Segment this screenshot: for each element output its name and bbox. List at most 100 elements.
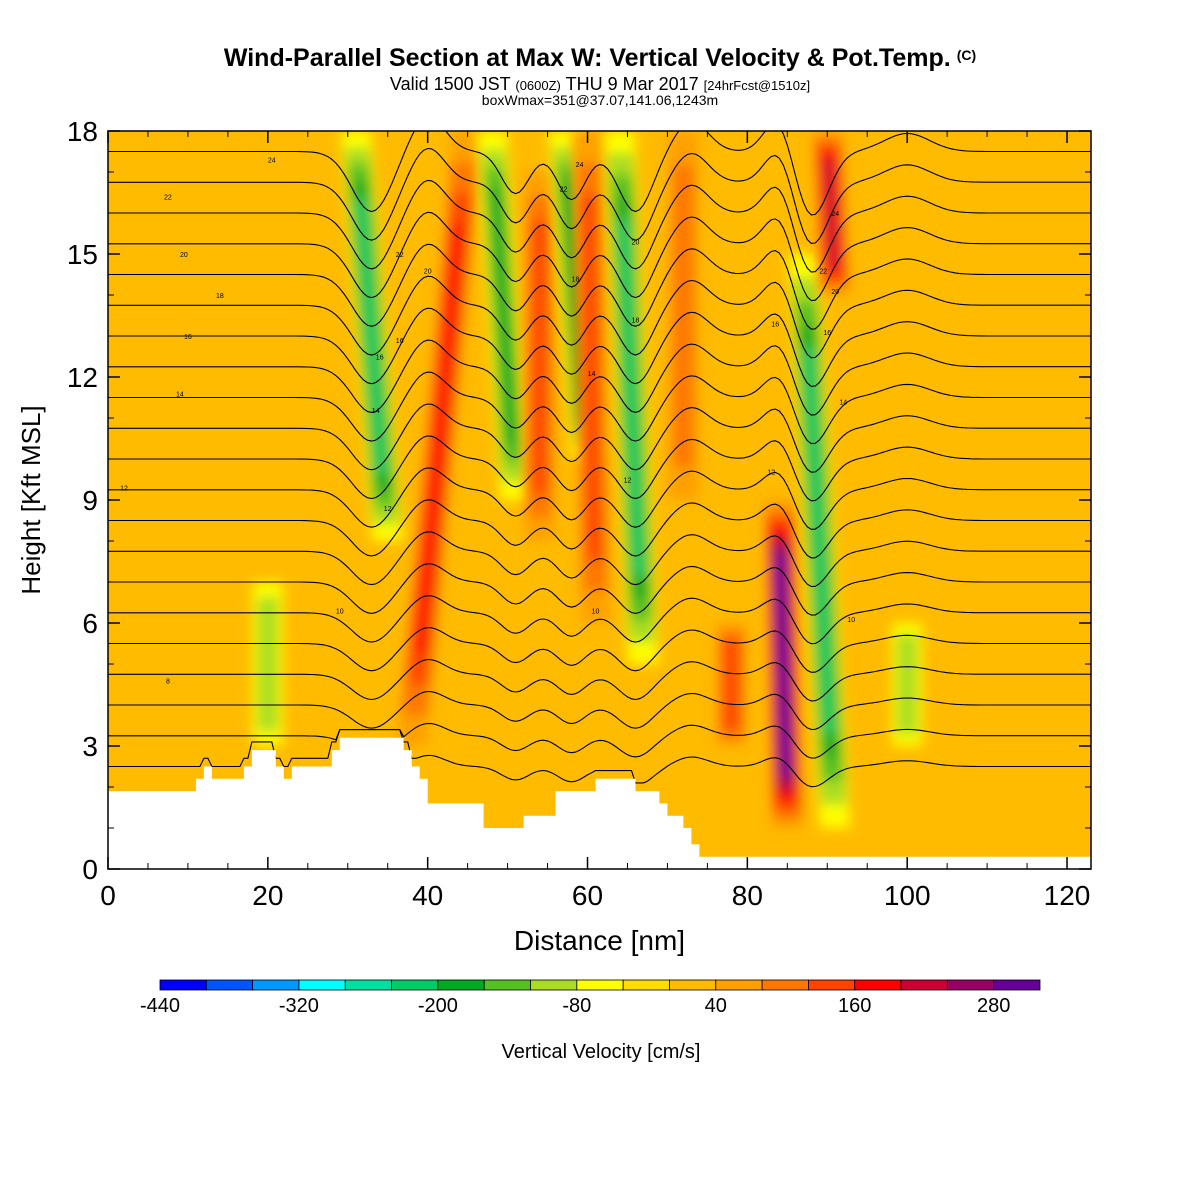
theta-contour-line [108, 435, 1091, 502]
velocity-field [108, 131, 1091, 869]
colorbar-swatch [808, 979, 856, 991]
utc-time: (0600Z) [515, 78, 561, 93]
contour-label: 14 [839, 400, 847, 407]
colorbar-swatch [483, 979, 531, 991]
terrain-fill [108, 737, 1091, 869]
colorbar-tick-label: -320 [279, 995, 319, 1017]
theta-contour-line [108, 658, 1091, 702]
x-tick-label: 100 [884, 880, 931, 911]
y-tick-label: 15 [67, 239, 98, 270]
contour-label: 16 [184, 334, 192, 341]
chart-title-text: Wind-Parallel Section at Max W: Vertical… [223, 44, 951, 72]
theta-contour-line [108, 211, 1091, 302]
contour-label: 20 [632, 240, 640, 247]
velocity-band [802, 347, 836, 735]
theta-contour-line [108, 499, 1091, 559]
feature-downdraft-13 [252, 582, 283, 746]
velocity-band [413, 223, 466, 654]
colorbar-swatch [205, 979, 254, 991]
chart-subtitle-2: boxWmax=351@37.07,141.06,1243m [481, 92, 719, 108]
contour-label: 22 [560, 186, 568, 193]
theta-contour-line [108, 627, 1091, 673]
colorbar-swatch [344, 979, 392, 991]
x-tick-label: 120 [1044, 880, 1091, 911]
colorbar-swatch [854, 979, 902, 991]
chart-title: Wind-Parallel Section at Max W: Vertical… [0, 44, 1200, 73]
y-tick-label: 0 [82, 854, 98, 885]
contour-label: 12 [384, 506, 392, 513]
velocity-band [723, 638, 740, 731]
theta-contour-line [108, 690, 1091, 731]
x-tick-label: 60 [572, 880, 603, 911]
velocity-band [617, 218, 646, 577]
feature-updraft-5 [572, 131, 611, 623]
y-axis-label: Height [Kft MSL] [16, 405, 46, 594]
contour-label: 8 [166, 678, 170, 685]
contour-label: 18 [632, 318, 640, 325]
colorbar-tick-label: 40 [705, 995, 727, 1017]
colorbar-swatch [715, 979, 763, 991]
contour-label: 12 [624, 478, 632, 485]
contour-label: 16 [376, 355, 384, 362]
theta-contour-line [108, 595, 1091, 645]
x-axis-label: Distance [nm] [514, 925, 685, 956]
theta-contour-line [108, 307, 1091, 387]
x-tick-label: 20 [252, 880, 283, 911]
colorbar-swatch [391, 979, 439, 991]
axes: 0 20 40 60 80 100 120 0 3 6 9 12 15 18 [67, 116, 1091, 911]
colorbar-swatch [530, 979, 578, 991]
contour-label: 16 [823, 330, 831, 337]
copyright-mark: (C) [956, 47, 977, 63]
velocity-band [488, 186, 519, 445]
contour-label: 18 [572, 277, 580, 284]
contour-labels: 8 10 10 10 12 12 12 12 14 14 14 14 16 16 16 16 16 18 18 18 2… [120, 158, 855, 686]
contour-label: 10 [847, 617, 855, 624]
theta-contour-line [108, 131, 1091, 216]
contour-label: 22 [396, 252, 404, 259]
feature-updraft-0 [396, 131, 483, 746]
theta-contour-line [108, 722, 1091, 759]
y-tick-label: 9 [82, 485, 98, 516]
colorbar-swatch [298, 979, 346, 991]
feature-updraft-3 [524, 172, 555, 541]
velocity-band [776, 560, 791, 768]
colorbar-tick-label: -440 [140, 995, 180, 1017]
terrain [108, 737, 1091, 869]
colorbar: -440 -320 -200 -80 40 160 280 [140, 979, 1041, 1017]
colorbar-swatch [437, 979, 485, 991]
contour-label: 12 [120, 486, 128, 493]
colorbar-swatch [159, 979, 207, 991]
colorbar-swatch [669, 979, 717, 991]
valid-time: Valid 1500 JST [389, 74, 511, 94]
contour-label: 10 [592, 609, 600, 616]
contour-label: 14 [176, 391, 184, 398]
colorbar-swatch [576, 979, 624, 991]
contour-label: 20 [831, 289, 839, 296]
colorbar-tick-label: 160 [838, 995, 871, 1017]
colorbar-tick-label: 280 [977, 995, 1010, 1017]
velocity-band [257, 596, 278, 732]
colorbar-swatch [993, 979, 1041, 991]
contour-label: 14 [372, 408, 380, 415]
theta-contour-line [108, 563, 1091, 616]
theta-contour-line [108, 147, 1091, 244]
contour-label: 22 [819, 268, 827, 275]
theta-contour-line [108, 371, 1091, 445]
y-tick-label: 18 [67, 116, 98, 147]
theta-contour-line [108, 179, 1091, 273]
colorbar-swatch [761, 979, 809, 991]
contour-label: 20 [180, 252, 188, 259]
contour-label: 24 [268, 158, 276, 165]
colorbar-swatch [900, 979, 948, 991]
forecast-info: [24hrFcst@1510z] [703, 78, 811, 93]
contour-label: 24 [576, 162, 584, 169]
colorbar-label: Vertical Velocity [cm/s] [502, 1041, 701, 1063]
colorbar-swatch [946, 979, 995, 991]
feature-downdraft-6 [604, 131, 659, 664]
y-tick-label: 3 [82, 731, 98, 762]
theta-contour-line [108, 403, 1091, 473]
colorbar-swatch [622, 979, 670, 991]
colorbar-tick-label: -200 [418, 995, 458, 1017]
contour-label: 10 [336, 609, 344, 616]
